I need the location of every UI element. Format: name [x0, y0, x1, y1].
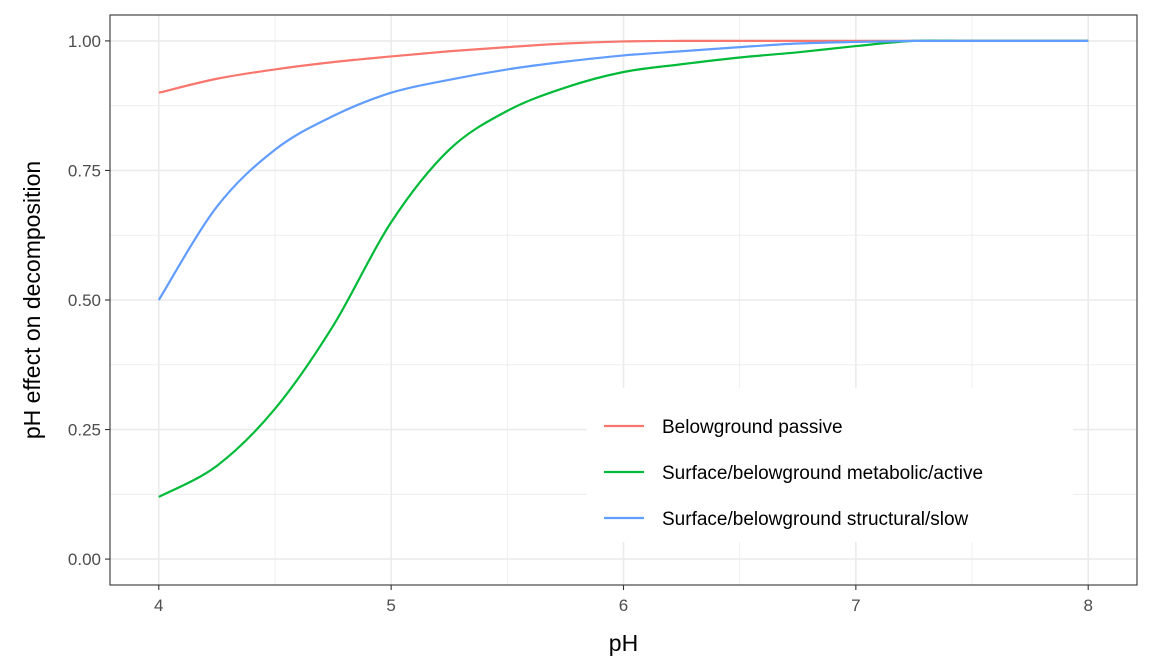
y-tick-label: 0.25	[68, 421, 101, 440]
series-line-3	[157, 39, 1089, 301]
legend: Belowground passive Surface/belowground m…	[587, 388, 1073, 542]
legend-background	[587, 388, 1073, 542]
x-tick-label: 5	[386, 596, 395, 615]
x-tick-label: 6	[619, 596, 628, 615]
y-axis-title: pH effect on decomposition	[19, 161, 45, 439]
x-tick-label: 8	[1083, 596, 1092, 615]
x-axis: 4 5 6 7 8	[154, 585, 1093, 615]
y-tick-label: 0.50	[68, 291, 101, 310]
x-tick-label: 4	[154, 596, 163, 615]
y-tick-label: 0.00	[68, 550, 101, 569]
y-axis: 0.00 0.25 0.50 0.75 1.00	[68, 32, 110, 569]
x-tick-label: 7	[851, 596, 860, 615]
series-lines	[157, 39, 1089, 498]
y-tick-label: 1.00	[68, 32, 101, 51]
y-tick-label: 0.75	[68, 161, 101, 180]
x-axis-title: pH	[609, 630, 638, 656]
legend-label-2: Surface/belowground metabolic/active	[662, 463, 983, 484]
legend-label-3: Surface/belowground structural/slow	[662, 509, 969, 530]
legend-label-1: Belowground passive	[662, 417, 843, 438]
